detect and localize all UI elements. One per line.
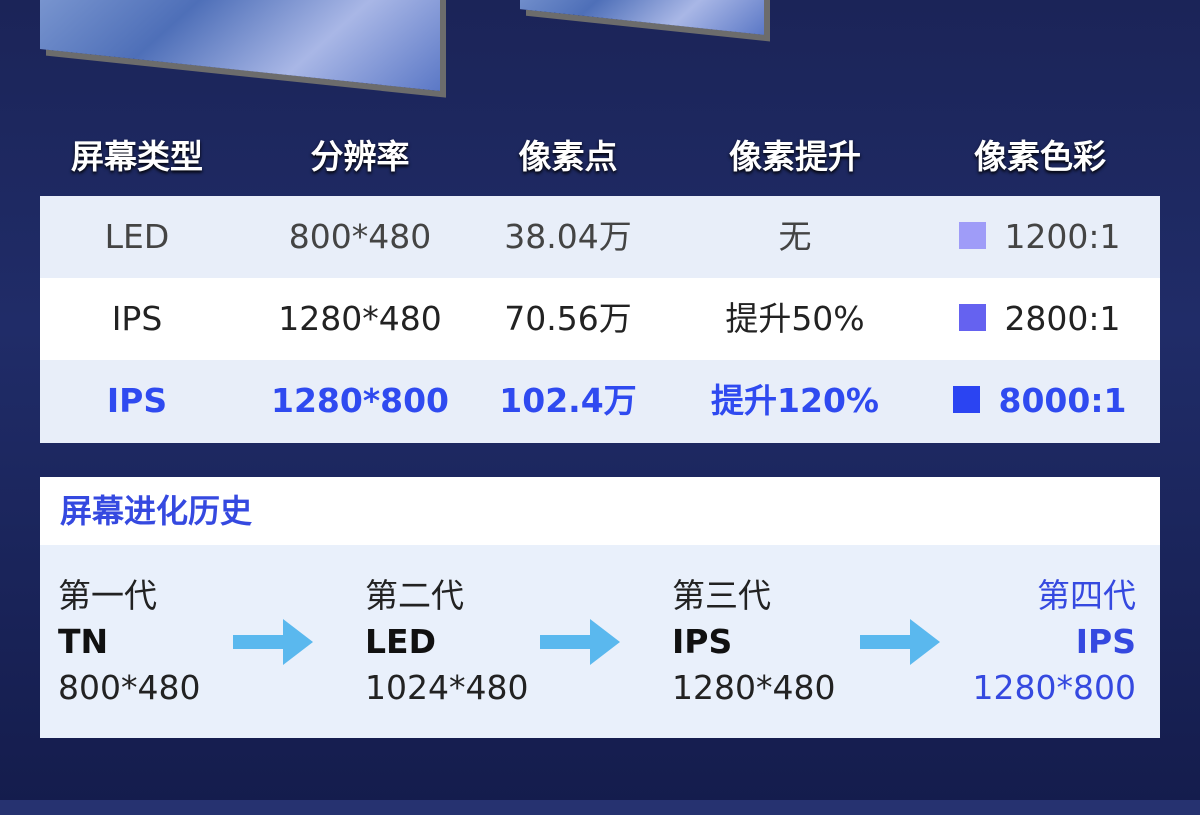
generation-type: LED — [365, 622, 436, 661]
generation-label: 第一代 — [58, 576, 157, 615]
cell-contrast: 2800:1 — [920, 278, 1160, 360]
comparison-table: LED 800*480 38.04万 无 1200:1 IPS 1280*480… — [40, 196, 1160, 443]
header-pixel-color: 像素色彩 — [974, 137, 1106, 176]
arrow-right-icon — [233, 619, 313, 665]
cell-pixels: 102.4万 — [499, 381, 637, 420]
generation-label: 第二代 — [365, 576, 464, 615]
screen-history-panel: 屏幕进化历史 第一代 TN 800*480 第二代 LED 1024*480 第… — [40, 477, 1160, 738]
generation-type: IPS — [1075, 622, 1136, 661]
cell-boost: 无 — [778, 217, 812, 256]
generation-resolution: 1280*480 — [672, 668, 836, 707]
contrast-value: 2800:1 — [1004, 299, 1121, 338]
generation-3: 第三代 IPS 1280*480 — [672, 573, 835, 711]
color-swatch — [953, 386, 981, 413]
generation-type: TN — [58, 622, 109, 661]
color-swatch — [959, 304, 987, 331]
contrast-value: 8000:1 — [998, 381, 1127, 420]
generation-label: 第三代 — [672, 576, 771, 615]
generation-resolution: 1024*480 — [365, 668, 529, 707]
screen-product-image-left — [40, 0, 440, 92]
cell-pixels: 70.56万 — [504, 299, 632, 338]
generation-2: 第二代 LED 1024*480 — [365, 573, 528, 711]
generation-label: 第四代 — [1037, 576, 1136, 615]
cell-type: LED — [104, 217, 170, 256]
cell-boost: 提升120% — [711, 381, 879, 420]
color-swatch — [959, 222, 987, 249]
contrast-value: 1200:1 — [1004, 217, 1121, 256]
table-row: LED 800*480 38.04万 无 1200:1 — [40, 196, 1160, 278]
header-pixel-boost: 像素提升 — [729, 137, 861, 176]
generation-1: 第一代 TN 800*480 — [58, 573, 200, 711]
header-pixels: 像素点 — [518, 137, 618, 176]
table-row: IPS 1280*480 70.56万 提升50% 2800:1 — [40, 278, 1160, 360]
footer-strip — [0, 800, 1200, 815]
generation-type: IPS — [672, 622, 733, 661]
history-title: 屏幕进化历史 — [40, 477, 1160, 545]
screen-product-image-right — [520, 0, 764, 35]
header-resolution: 分辨率 — [310, 137, 410, 176]
cell-resolution: 1280*800 — [271, 381, 449, 420]
arrow-right-icon — [540, 619, 620, 665]
arrow-right-icon — [860, 619, 940, 665]
header-screen-type: 屏幕类型 — [71, 137, 203, 176]
table-row-highlight: IPS 1280*800 102.4万 提升120% 8000:1 — [40, 360, 1160, 443]
cell-type: IPS — [111, 299, 163, 338]
cell-contrast: 8000:1 — [920, 360, 1160, 442]
cell-contrast: 1200:1 — [920, 196, 1160, 278]
generation-resolution: 1280*800 — [972, 668, 1136, 707]
generation-4: 第四代 IPS 1280*800 — [973, 573, 1136, 711]
cell-pixels: 38.04万 — [504, 217, 632, 256]
cell-boost: 提升50% — [725, 299, 865, 338]
generation-resolution: 800*480 — [58, 668, 201, 707]
cell-resolution: 1280*480 — [278, 299, 442, 338]
cell-resolution: 800*480 — [288, 217, 432, 256]
cell-type: IPS — [106, 381, 168, 420]
